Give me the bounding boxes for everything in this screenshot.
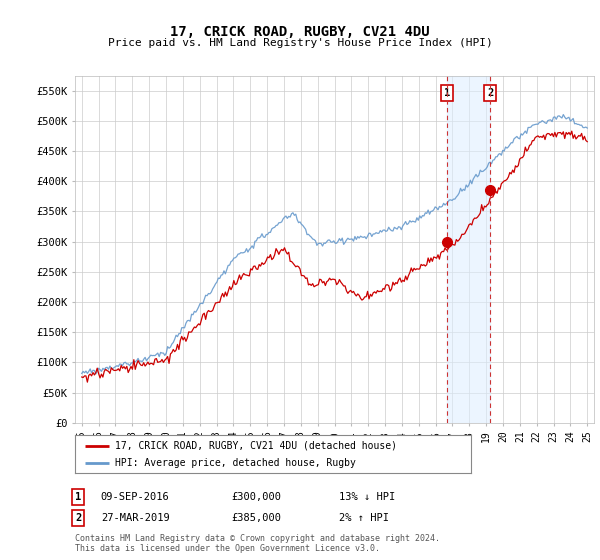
Text: £300,000: £300,000 <box>231 492 281 502</box>
Text: 09-SEP-2016: 09-SEP-2016 <box>101 492 170 502</box>
Text: 2: 2 <box>75 513 81 523</box>
Text: 1: 1 <box>444 88 451 98</box>
Text: £385,000: £385,000 <box>231 513 281 523</box>
Text: 17, CRICK ROAD, RUGBY, CV21 4DU (detached house): 17, CRICK ROAD, RUGBY, CV21 4DU (detache… <box>115 441 397 451</box>
Text: 1: 1 <box>75 492 81 502</box>
Text: 27-MAR-2019: 27-MAR-2019 <box>101 513 170 523</box>
Text: 2: 2 <box>487 88 493 98</box>
Text: HPI: Average price, detached house, Rugby: HPI: Average price, detached house, Rugb… <box>115 458 355 468</box>
Text: 2% ↑ HPI: 2% ↑ HPI <box>339 513 389 523</box>
Text: Contains HM Land Registry data © Crown copyright and database right 2024.
This d: Contains HM Land Registry data © Crown c… <box>75 534 440 553</box>
Text: 17, CRICK ROAD, RUGBY, CV21 4DU: 17, CRICK ROAD, RUGBY, CV21 4DU <box>170 25 430 39</box>
Bar <box>447 76 490 423</box>
Text: Price paid vs. HM Land Registry's House Price Index (HPI): Price paid vs. HM Land Registry's House … <box>107 38 493 48</box>
Text: 13% ↓ HPI: 13% ↓ HPI <box>339 492 395 502</box>
